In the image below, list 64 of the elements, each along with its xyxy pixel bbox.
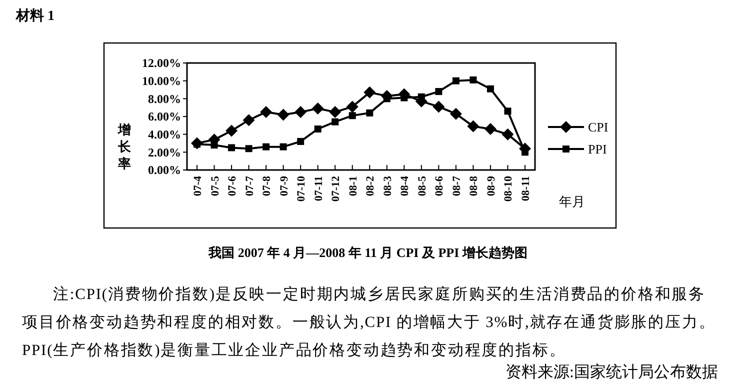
text: 注:CPI(消费物价指数)是反映一定时期内城乡居民家庭所购买的生活消费品的价格和服务项目价格变动趋势和程度的相对数。一般认为,CPI 的增幅大于 3%时,就存在通货膨胀的压力。PPI(生产价格指数)是衡量工业企业产品价格变动趋势和变动程度的指标。 bbox=[22, 285, 717, 361]
text: 资料来源:国家统计局公布数据 bbox=[506, 363, 718, 381]
text: 材料 1 bbox=[15, 8, 54, 24]
x-tick-label: 07-6 bbox=[226, 176, 239, 196]
point bbox=[314, 125, 322, 132]
point bbox=[312, 102, 324, 114]
point bbox=[364, 86, 376, 98]
x-tick-label: 07-11 bbox=[312, 176, 325, 202]
y-axis-title: 增长率 bbox=[117, 122, 132, 171]
y-tick-label: 4.00% bbox=[148, 128, 181, 142]
x-tick-label: 07-9 bbox=[278, 176, 290, 196]
y-tick-label: 6.00% bbox=[148, 110, 181, 124]
x-tick-label: 07-5 bbox=[209, 176, 222, 196]
point bbox=[262, 143, 270, 150]
point bbox=[452, 77, 460, 84]
x-axis-title: 年月 bbox=[559, 194, 585, 209]
x-tick-label: 08-4 bbox=[399, 176, 412, 196]
point bbox=[277, 108, 290, 121]
point bbox=[226, 124, 238, 137]
point bbox=[470, 76, 477, 84]
point bbox=[432, 100, 445, 113]
y-tick-label: 12.00% bbox=[142, 56, 181, 70]
legend-label: CPI bbox=[588, 120, 608, 135]
point bbox=[486, 85, 494, 92]
y-tick-label: 0.00% bbox=[148, 163, 181, 178]
point bbox=[467, 120, 480, 132]
text: 我国 2007 年 4 月—2008 年 11 月 CPI 及 PPI 增长趋势图 bbox=[208, 245, 528, 260]
point bbox=[329, 106, 342, 118]
x-tick-label: 07-12 bbox=[330, 176, 342, 202]
y-tick-label: 2.00% bbox=[148, 145, 181, 160]
point bbox=[245, 145, 252, 152]
point bbox=[484, 122, 496, 135]
point bbox=[504, 108, 512, 115]
x-tick-label: 08-9 bbox=[485, 176, 498, 196]
y-tick-label: 10.00% bbox=[142, 74, 181, 88]
point bbox=[280, 143, 287, 150]
point bbox=[294, 106, 307, 118]
point bbox=[191, 137, 203, 150]
y-tick-label: 8.00% bbox=[148, 92, 181, 106]
x-tick-label: 07-4 bbox=[192, 176, 204, 196]
x-tick-label: 08-2 bbox=[364, 176, 377, 196]
legend-label: PPI bbox=[588, 142, 607, 157]
x-tick-label: 08-5 bbox=[416, 176, 428, 196]
x-tick-label: 08-7 bbox=[450, 176, 463, 196]
point bbox=[502, 128, 514, 140]
point bbox=[242, 114, 255, 126]
x-tick-label: 07-10 bbox=[296, 176, 308, 202]
x-tick-label: 07-7 bbox=[244, 176, 256, 196]
point bbox=[260, 106, 272, 118]
point bbox=[332, 118, 339, 126]
point bbox=[228, 144, 236, 152]
point bbox=[348, 112, 356, 120]
point bbox=[346, 100, 358, 113]
point bbox=[366, 109, 374, 116]
x-tick-label: 07-8 bbox=[261, 176, 274, 196]
x-tick-label: 08-3 bbox=[382, 176, 394, 196]
point bbox=[450, 108, 462, 120]
point bbox=[435, 88, 442, 96]
x-tick-label: 08-1 bbox=[347, 176, 360, 196]
x-tick-label: 08-6 bbox=[434, 176, 446, 196]
x-tick-label: 08-10 bbox=[502, 176, 515, 202]
x-tick-label: 08-8 bbox=[468, 176, 480, 196]
point bbox=[297, 138, 304, 145]
x-tick-label: 08-11 bbox=[520, 176, 532, 202]
